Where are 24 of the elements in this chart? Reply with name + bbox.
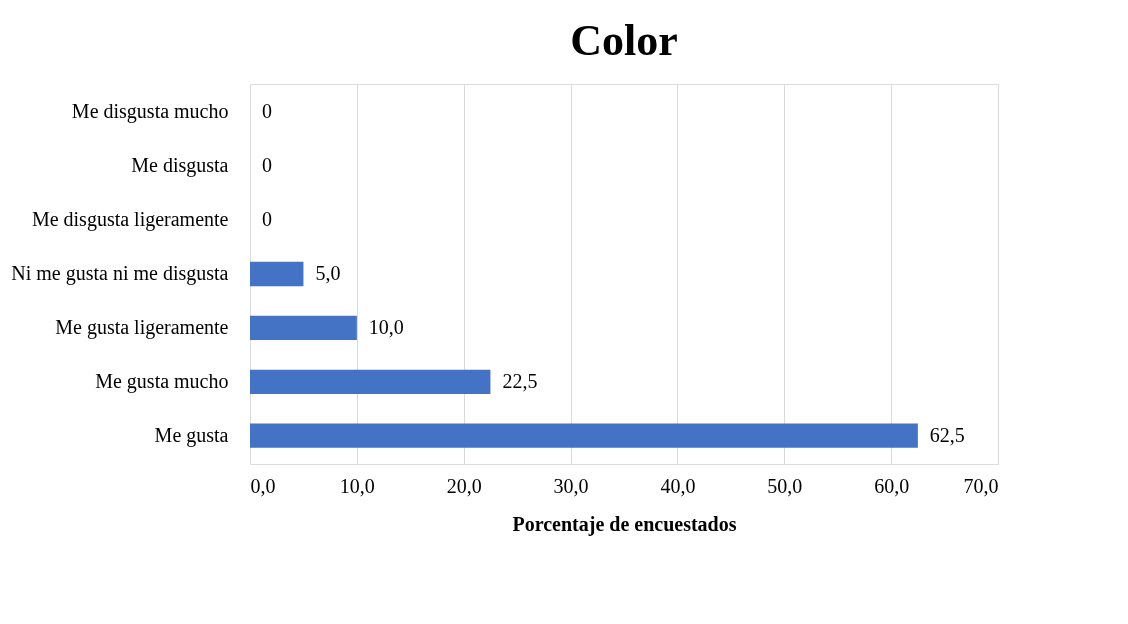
data-label: 10,0 <box>368 315 404 338</box>
data-label: 5,0 <box>315 262 341 284</box>
x-tick-label: 60,0 <box>874 474 910 497</box>
y-tick-label: Me gusta ligeramente <box>55 315 229 339</box>
data-label: 62,5 <box>929 423 965 446</box>
x-tick-label: 40,0 <box>660 474 696 497</box>
x-tick-label: 50,0 <box>767 474 803 497</box>
x-tick-label: 0,0 <box>250 474 276 497</box>
y-tick-label: Me disgusta ligeramente <box>31 208 229 232</box>
x-tick-label: 20,0 <box>446 474 482 497</box>
y-tick-label: Me gusta mucho <box>95 369 229 393</box>
data-label: 0 <box>262 208 272 231</box>
x-tick-label: 70,0 <box>963 474 999 497</box>
y-tick-label: Me disgusta <box>131 154 229 178</box>
y-tick-label: Me disgusta mucho <box>71 100 229 124</box>
x-tick-label: 10,0 <box>339 474 375 497</box>
data-label: 0 <box>262 154 272 177</box>
chart-title: Color <box>570 16 678 65</box>
y-tick-label: Ni me gusta ni me disgusta <box>11 262 229 285</box>
x-tick-label: 30,0 <box>553 474 589 497</box>
data-label: 22,5 <box>502 369 538 392</box>
x-axis-title: Porcentaje de encuestados <box>512 512 737 536</box>
data-label: 0 <box>262 100 272 123</box>
y-tick-label: Me gusta <box>154 423 229 447</box>
